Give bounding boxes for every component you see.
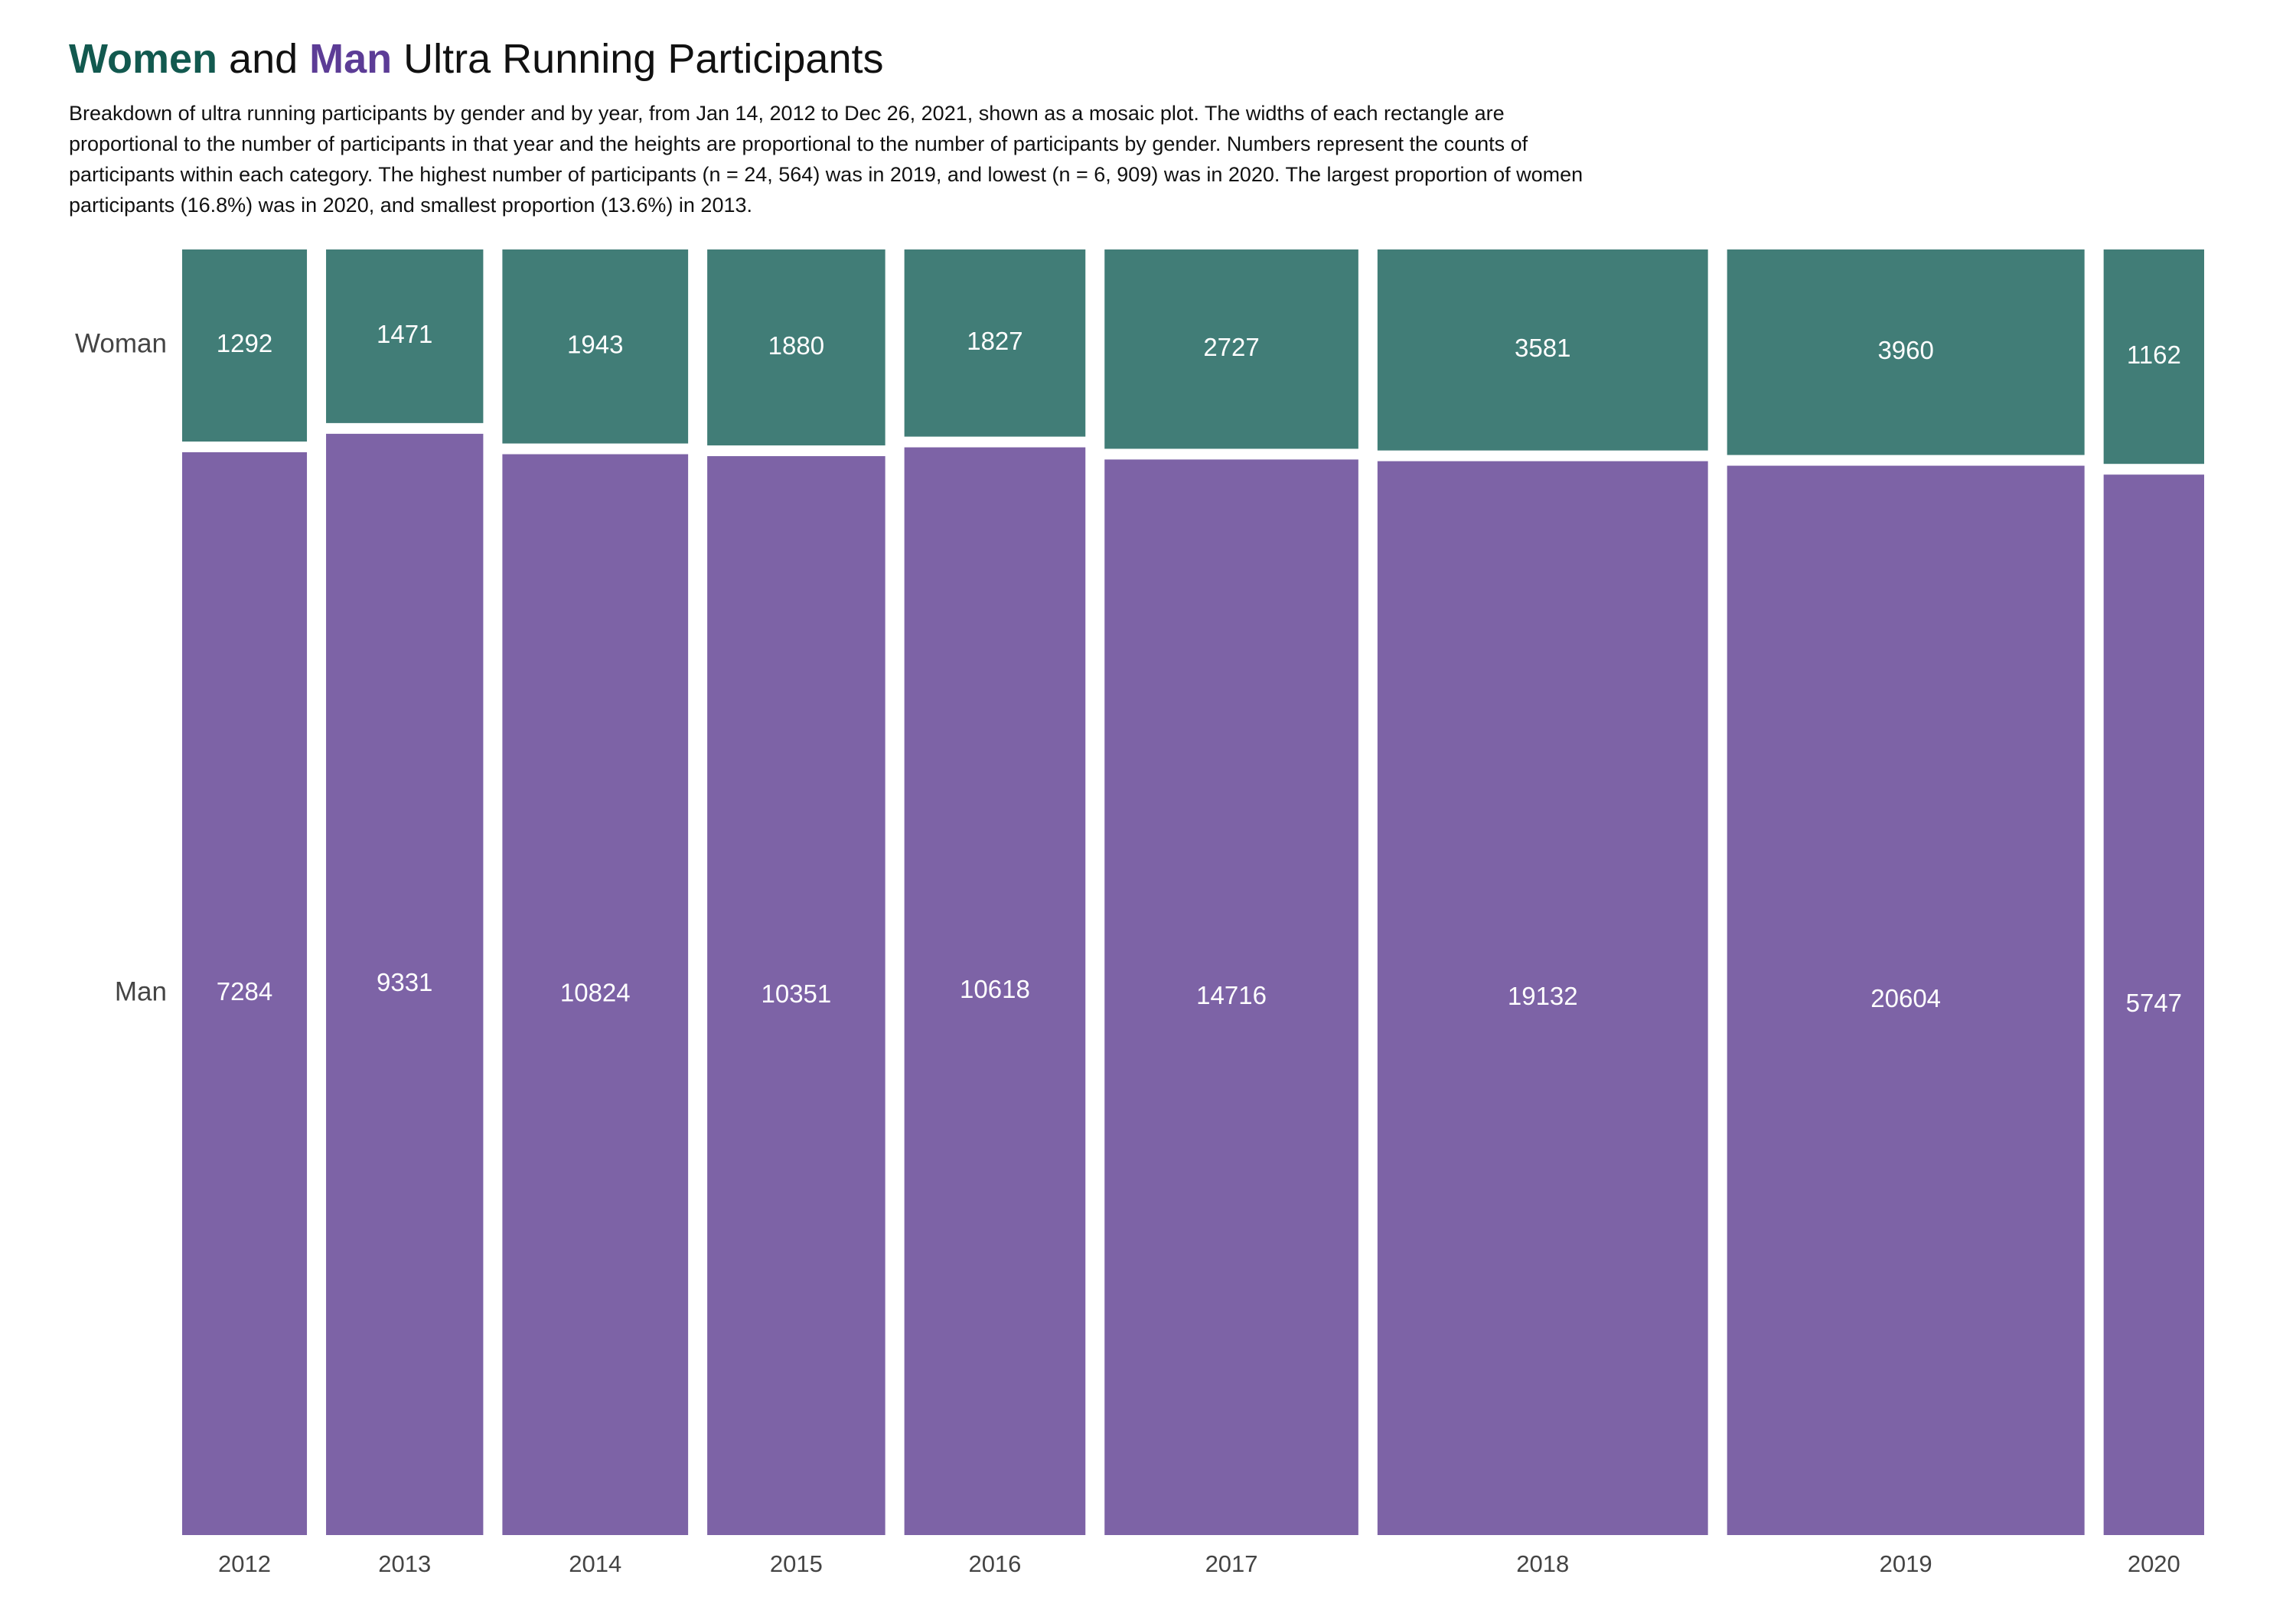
bar-man-2017 (1104, 459, 1358, 1535)
bar-woman-2012 (182, 249, 308, 442)
bar-man-2019 (1727, 465, 2085, 1536)
value-label-man-2014: 10824 (560, 978, 631, 1006)
value-label-man-2012: 7284 (217, 977, 272, 1006)
bar-woman-2019 (1727, 249, 2085, 455)
bar-woman-2014 (502, 249, 689, 444)
value-label-woman-2016: 1827 (967, 327, 1022, 355)
value-label-woman-2014: 1943 (567, 330, 623, 358)
value-label-woman-2018: 3581 (1515, 334, 1570, 362)
bar-man-2014 (502, 454, 689, 1535)
bar-man-2016 (904, 447, 1086, 1535)
x-tick-label-2013: 2013 (378, 1550, 431, 1577)
y-category-label-man: Man (115, 977, 167, 1007)
value-label-man-2015: 10351 (761, 980, 831, 1008)
x-tick-label-2017: 2017 (1205, 1550, 1258, 1577)
value-label-woman-2012: 1292 (217, 329, 272, 357)
value-label-woman-2020: 1162 (2127, 341, 2181, 369)
value-label-man-2016: 10618 (960, 975, 1030, 1003)
bar-woman-2018 (1377, 249, 1708, 451)
value-label-woman-2013: 1471 (377, 320, 432, 348)
bar-woman-2016 (904, 249, 1086, 437)
bar-woman-2015 (707, 249, 885, 446)
bar-woman-2017 (1104, 249, 1358, 449)
bar-man-2020 (2103, 474, 2204, 1535)
title-man: Man (309, 36, 393, 82)
bar-man-2018 (1377, 461, 1708, 1536)
value-label-woman-2019: 3960 (1877, 336, 1933, 364)
x-tick-label-2015: 2015 (770, 1550, 823, 1577)
x-tick-label-2012: 2012 (218, 1550, 271, 1577)
value-label-man-2019: 20604 (1870, 984, 1941, 1012)
title-women: Women (69, 36, 218, 82)
value-label-man-2013: 9331 (377, 968, 432, 996)
y-category-label-woman: Woman (75, 329, 167, 359)
title-and: and (229, 36, 298, 82)
bar-man-2012 (182, 451, 308, 1536)
value-label-man-2017: 14716 (1196, 981, 1267, 1009)
x-tick-label-2020: 2020 (2128, 1550, 2180, 1577)
bar-man-2015 (707, 456, 885, 1536)
bar-man-2013 (326, 433, 484, 1536)
bar-woman-2020 (2103, 249, 2204, 464)
x-tick-label-2016: 2016 (968, 1550, 1021, 1577)
value-label-man-2018: 19132 (1508, 982, 1578, 1010)
x-tick-label-2014: 2014 (569, 1550, 621, 1577)
value-label-woman-2017: 2727 (1203, 333, 1259, 361)
value-label-woman-2015: 1880 (768, 331, 824, 360)
chart-subtitle: Breakdown of ultra running participants … (69, 102, 1583, 217)
bar-woman-2013 (326, 249, 484, 423)
x-tick-label-2019: 2019 (1880, 1550, 1932, 1577)
title-rest: Ultra Running Participants (403, 36, 884, 82)
x-tick-label-2018: 2018 (1516, 1550, 1569, 1577)
chart-title: Women and Man Ultra Running Participants (69, 35, 883, 83)
value-label-man-2020: 5747 (2126, 989, 2182, 1017)
